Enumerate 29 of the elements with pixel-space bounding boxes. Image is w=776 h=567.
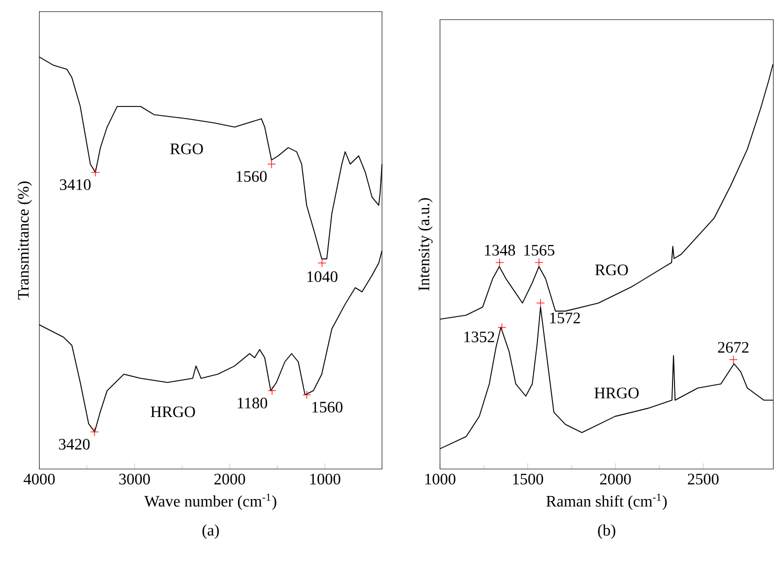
annotation: 1348	[485, 244, 516, 256]
annotation: 1180	[238, 398, 268, 408]
x-tick-label: 2000	[600, 474, 631, 484]
x-tick-label: 4000	[24, 474, 55, 484]
x-axis-title: Raman shift (cm$^{-1}$)	[546, 494, 667, 510]
text: (a)	[202, 524, 219, 539]
annotation: 2672	[718, 342, 748, 353]
annotation: 1565	[524, 244, 554, 256]
annotation: 1560	[236, 171, 267, 182]
annotation: 1572	[550, 312, 580, 324]
annotation: 3420	[59, 438, 90, 450]
x-axis-title: Wave number (cm$^{-1}$)	[144, 494, 276, 510]
y-axis-title: Transmittance (%)	[17, 182, 32, 300]
x-tick-label: 1500	[513, 474, 544, 484]
x-tick-label: 2000	[214, 474, 246, 484]
series-label: RGO	[595, 264, 628, 276]
annotation: 1352	[464, 332, 494, 342]
series-label: HRGO	[150, 406, 195, 418]
x-tick-label: 1000	[310, 474, 340, 484]
x-tick-label: 1000	[425, 474, 456, 484]
series-label: HRGO	[594, 388, 639, 398]
y-axis-title: Intensity (a.u.)	[418, 198, 433, 291]
annotation: 1040	[307, 271, 338, 282]
annotation: 3410	[60, 179, 91, 190]
series-label: RGO	[170, 143, 203, 154]
annotation: 1560	[312, 402, 342, 413]
x-tick-label: 2500	[688, 474, 719, 484]
text: (b)	[598, 524, 616, 539]
x-tick-label: 3000	[119, 474, 150, 484]
